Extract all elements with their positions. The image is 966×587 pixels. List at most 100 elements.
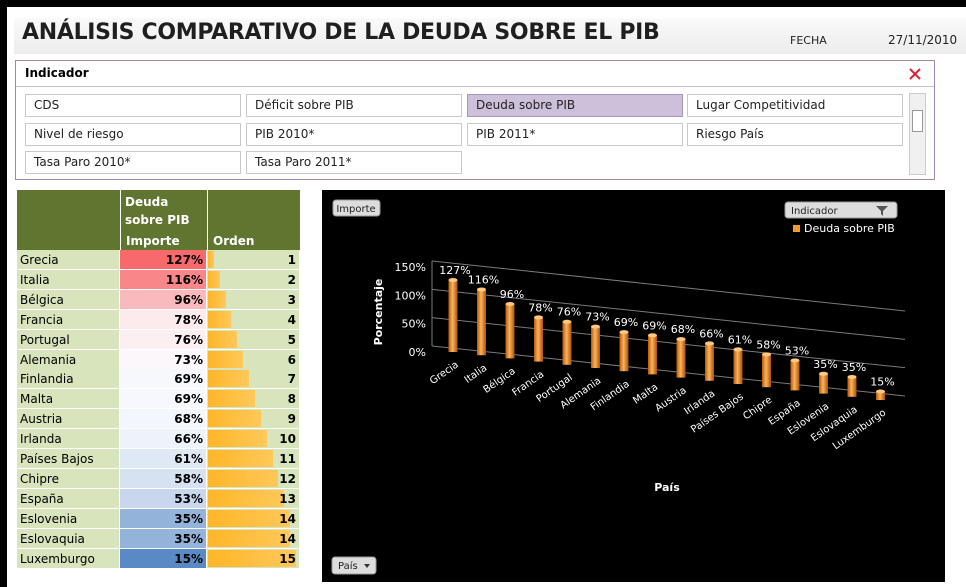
order-cell: 10 — [279, 432, 296, 447]
country-cell: Chipre — [17, 468, 120, 489]
bar — [562, 321, 572, 365]
slicer-title: Indicador — [25, 66, 89, 80]
country-cell: Portugal — [17, 329, 120, 350]
order-cell: 1 — [287, 253, 296, 267]
bar — [448, 280, 458, 352]
order-cell: 9 — [287, 412, 296, 427]
bar-top — [705, 341, 714, 346]
order-bar — [208, 290, 226, 308]
data-label: 66% — [699, 327, 723, 340]
data-label: 69% — [642, 319, 666, 332]
order-cell: 13 — [279, 491, 296, 506]
bar — [819, 373, 828, 394]
axis-button[interactable] — [331, 556, 377, 575]
amount-cell: 68% — [120, 409, 207, 430]
table-header-blank — [17, 190, 120, 250]
data-label: 127% — [439, 264, 470, 277]
legend-title: Indicador — [791, 206, 839, 217]
order-bar — [208, 549, 296, 567]
amount-cell: 78% — [120, 309, 207, 330]
country-cell: Alemania — [17, 349, 120, 370]
slicer-item[interactable]: CDS — [25, 94, 241, 117]
country-cell: Luxemburgo — [17, 548, 120, 569]
slicer-item[interactable]: Tasa Paro 2010* — [25, 151, 241, 174]
date: 27/11/2010 — [888, 33, 958, 47]
order-bar — [208, 509, 291, 527]
order-cell: 8 — [287, 392, 296, 407]
order-bar — [208, 251, 214, 268]
country-cell: Finlandia — [17, 369, 120, 390]
table-header-blank — [207, 190, 300, 232]
order-cell-bg — [207, 269, 300, 290]
slicer-item[interactable]: Deuda sobre PIB — [467, 94, 683, 117]
clear-filter[interactable] — [908, 67, 922, 81]
amount-cell: 61% — [120, 449, 207, 469]
bar — [876, 391, 885, 400]
value-button-label: Importe — [336, 204, 375, 215]
bar-top — [477, 287, 486, 292]
data-label: 78% — [528, 301, 552, 314]
data-label: 35% — [813, 358, 837, 371]
bar — [733, 349, 743, 384]
amount-cell: 15% — [120, 548, 207, 569]
order-bar — [208, 430, 267, 448]
order-bar — [208, 370, 250, 388]
slicer-item[interactable]: Tasa Paro 2011* — [246, 151, 462, 174]
bar-top — [591, 324, 600, 329]
filter-icon — [876, 206, 888, 216]
dropdown-icon — [364, 564, 370, 568]
country-cell: España — [17, 488, 120, 509]
legend-button[interactable] — [784, 201, 898, 219]
amount-cell: 66% — [120, 429, 207, 450]
data-label: 58% — [756, 338, 780, 351]
title: ANÁLISIS COMPARATIVO DE LA DEUDA SOBRE E… — [22, 20, 660, 45]
value-button[interactable] — [332, 199, 381, 217]
country-cell: Austria — [17, 409, 120, 430]
y-axis-label: Porcentaje — [372, 279, 385, 346]
slicer-item[interactable]: PIB 2011* — [467, 123, 683, 146]
bar-top — [448, 278, 458, 283]
y-tick-label: 150% — [395, 261, 426, 274]
data-label: 69% — [614, 316, 638, 329]
bar — [619, 332, 629, 372]
slicer-item[interactable]: Lugar Competitividad — [687, 94, 903, 117]
x-tick-label: Italia — [463, 363, 490, 386]
order-cell: 15 — [279, 551, 296, 566]
slicer-scrollbar[interactable] — [909, 93, 926, 175]
country-cell: Malta — [17, 389, 120, 410]
chart-area — [322, 190, 945, 582]
slicer-item[interactable]: Nivel de riesgo — [25, 123, 241, 146]
column-header: Importe — [120, 232, 207, 250]
order-bar — [208, 330, 238, 348]
date-label: FECHA — [790, 34, 827, 47]
bar — [505, 304, 515, 359]
country-cell: Grecia — [17, 250, 120, 270]
slicer-item[interactable]: PIB 2010* — [246, 123, 462, 146]
clear-icon — [909, 68, 921, 80]
data-label: 53% — [785, 344, 809, 357]
bar-top — [562, 319, 572, 324]
group-header: Deuda sobre PIB — [120, 190, 207, 232]
data-label: 35% — [842, 361, 866, 374]
order-cell-bg — [207, 250, 300, 270]
amount-cell: 96% — [120, 289, 207, 310]
order-bar — [208, 469, 279, 487]
slicer-item[interactable]: Déficit sobre PIB — [246, 94, 462, 117]
data-label: 15% — [870, 376, 894, 389]
amount-cell: 116% — [120, 269, 207, 290]
bar — [477, 289, 486, 356]
data-label: 116% — [468, 273, 499, 286]
order-cell-bg — [207, 289, 300, 310]
data-label: 61% — [728, 333, 752, 346]
slicer-item[interactable]: Riesgo País — [687, 123, 903, 146]
x-axis-label: País — [654, 481, 680, 494]
order-cell: 11 — [279, 452, 296, 466]
order-cell: 5 — [287, 332, 296, 347]
scroll-thumb[interactable] — [912, 110, 923, 132]
bar — [705, 343, 714, 381]
data-label: 68% — [671, 323, 695, 336]
data-label: 73% — [585, 311, 609, 324]
bar-top — [847, 374, 857, 379]
order-cell: 3 — [287, 292, 296, 307]
country-cell: Italia — [17, 269, 120, 290]
